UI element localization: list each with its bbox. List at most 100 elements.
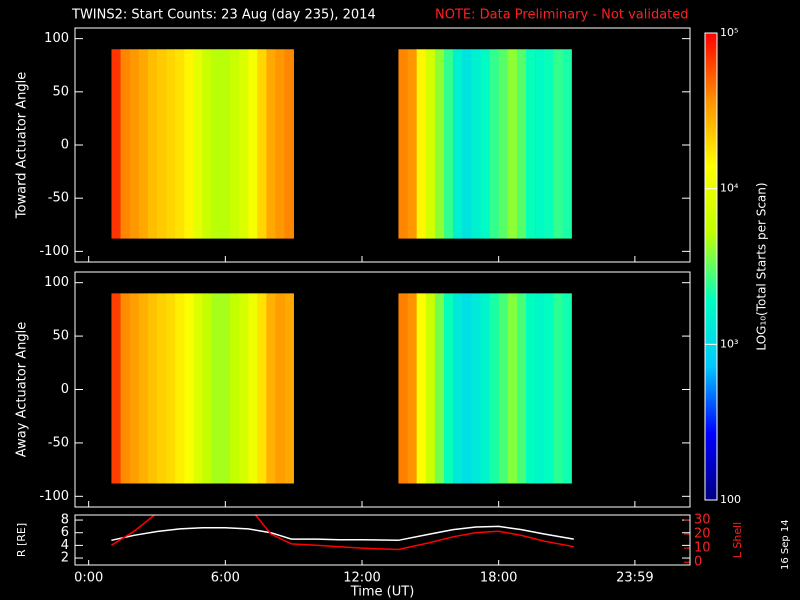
colorbar-label: LOG₁₀(Total Starts per Scan) — [755, 182, 769, 350]
heatmap-cell — [462, 49, 472, 239]
panel-frame — [74, 514, 691, 566]
x-tick-label: 18:00 — [480, 571, 517, 586]
heatmap-cell — [444, 49, 454, 239]
heatmap-cell — [248, 293, 258, 484]
heatmap-cell — [147, 49, 158, 239]
y2-tick-label: 10 — [694, 541, 711, 556]
y2-tick-label: 30 — [694, 512, 711, 527]
heatmap-cell — [526, 49, 536, 239]
heatmap-cell — [453, 293, 463, 484]
line-series — [111, 515, 574, 551]
heatmap-cell — [434, 49, 445, 239]
heatmap-cell — [138, 49, 149, 239]
colorbar-tick-label: 100 — [720, 493, 741, 506]
x-tick-label: 0:00 — [74, 571, 103, 586]
heatmap-cell — [462, 293, 472, 484]
heatmap-cell — [526, 293, 536, 484]
heatmap-cell — [266, 49, 276, 239]
heatmap-cell — [507, 49, 518, 239]
heatmap-cell — [535, 293, 545, 484]
heatmap-cell — [407, 293, 417, 484]
heatmap-cell — [120, 49, 130, 239]
heatmap-cell — [157, 49, 167, 239]
y-tick-label: 100 — [44, 275, 69, 290]
heatmap-cell — [120, 293, 130, 484]
y-tick-label: 2 — [61, 551, 69, 566]
y-tick-label: 6 — [61, 525, 69, 540]
y-axis-label: Toward Actuator Angle — [15, 72, 30, 219]
heatmap-cell — [562, 49, 572, 239]
heatmap-cell — [248, 49, 258, 239]
heatmap-cell — [425, 49, 436, 239]
heatmap-cell — [229, 293, 240, 484]
y-tick-label: -50 — [48, 191, 69, 206]
panel-frame — [74, 27, 691, 263]
panel-frame — [74, 271, 691, 508]
x-tick-label: 23:59 — [616, 571, 653, 586]
x-axis-label: Time (UT) — [350, 585, 415, 600]
y-tick-label: 8 — [61, 513, 69, 528]
heatmap-cell — [257, 293, 267, 484]
y-axis-label: R [RE] — [15, 523, 28, 557]
heatmap-cell — [220, 293, 231, 484]
x-tick-label: 12:00 — [343, 571, 380, 586]
heatmap-cell — [562, 293, 572, 484]
heatmap-cell — [425, 293, 436, 484]
heatmap-cell — [257, 49, 267, 239]
heatmap-cell — [175, 49, 185, 239]
heatmap-cell — [211, 293, 222, 484]
heatmap-cell — [434, 293, 445, 484]
heatmap-cell — [480, 49, 490, 239]
line-series — [111, 525, 574, 542]
note: NOTE: Data Preliminary - Not validated — [435, 8, 689, 23]
heatmap-cell — [184, 49, 194, 239]
heatmap-cell — [184, 293, 194, 484]
heatmap-cell — [284, 49, 294, 239]
heatmap-cell — [489, 49, 499, 239]
heatmap-cell — [453, 49, 463, 239]
heatmap-cell — [480, 293, 490, 484]
heatmap-cell — [398, 293, 408, 484]
heatmap-cell — [498, 49, 509, 239]
heatmap-cell — [193, 49, 203, 239]
y-tick-label: -50 — [48, 435, 69, 450]
heatmap-cell — [166, 49, 176, 239]
heatmap-cell — [275, 293, 285, 484]
y-tick-label: 0 — [61, 382, 69, 397]
y2-axis-label: L Shell — [731, 522, 744, 558]
heatmap-cell — [516, 293, 527, 484]
heatmap-cell — [111, 49, 121, 239]
heatmap-cell — [202, 49, 212, 239]
heatmap-cell — [166, 293, 176, 484]
heatmap-cell — [398, 49, 408, 239]
heatmap-cell — [147, 293, 158, 484]
heatmap-cell — [138, 293, 149, 484]
heatmap-cell — [471, 293, 481, 484]
heatmap-cell — [553, 293, 563, 484]
y-tick-label: 100 — [44, 31, 69, 46]
heatmap-cell — [284, 293, 294, 484]
heatmap-cell — [129, 293, 140, 484]
heatmap-cell — [416, 49, 427, 239]
colorbar-tick-label: 10⁴ — [720, 182, 739, 195]
heatmap-cell — [211, 49, 222, 239]
y-tick-label: -100 — [39, 489, 69, 504]
chart-title: TWINS2: Start Counts: 23 Aug (day 235), … — [71, 8, 376, 23]
colorbar-tick-label: 10³ — [720, 337, 738, 350]
colorbar-tick-label: 10⁵ — [720, 26, 738, 39]
y-tick-label: 0 — [61, 138, 69, 153]
heatmap-cell — [535, 49, 545, 239]
heatmap-cell — [407, 49, 417, 239]
heatmap-cell — [220, 49, 231, 239]
y2-tick-label: 20 — [694, 527, 711, 542]
heatmap-cell — [416, 293, 427, 484]
heatmap-cell — [498, 293, 509, 484]
y-tick-label: 4 — [61, 538, 69, 553]
x-tick-label: 6:00 — [211, 571, 240, 586]
heatmap-cell — [553, 49, 563, 239]
heatmap-cell — [489, 293, 499, 484]
heatmap-cell — [111, 293, 121, 484]
heatmap-cell — [266, 293, 276, 484]
